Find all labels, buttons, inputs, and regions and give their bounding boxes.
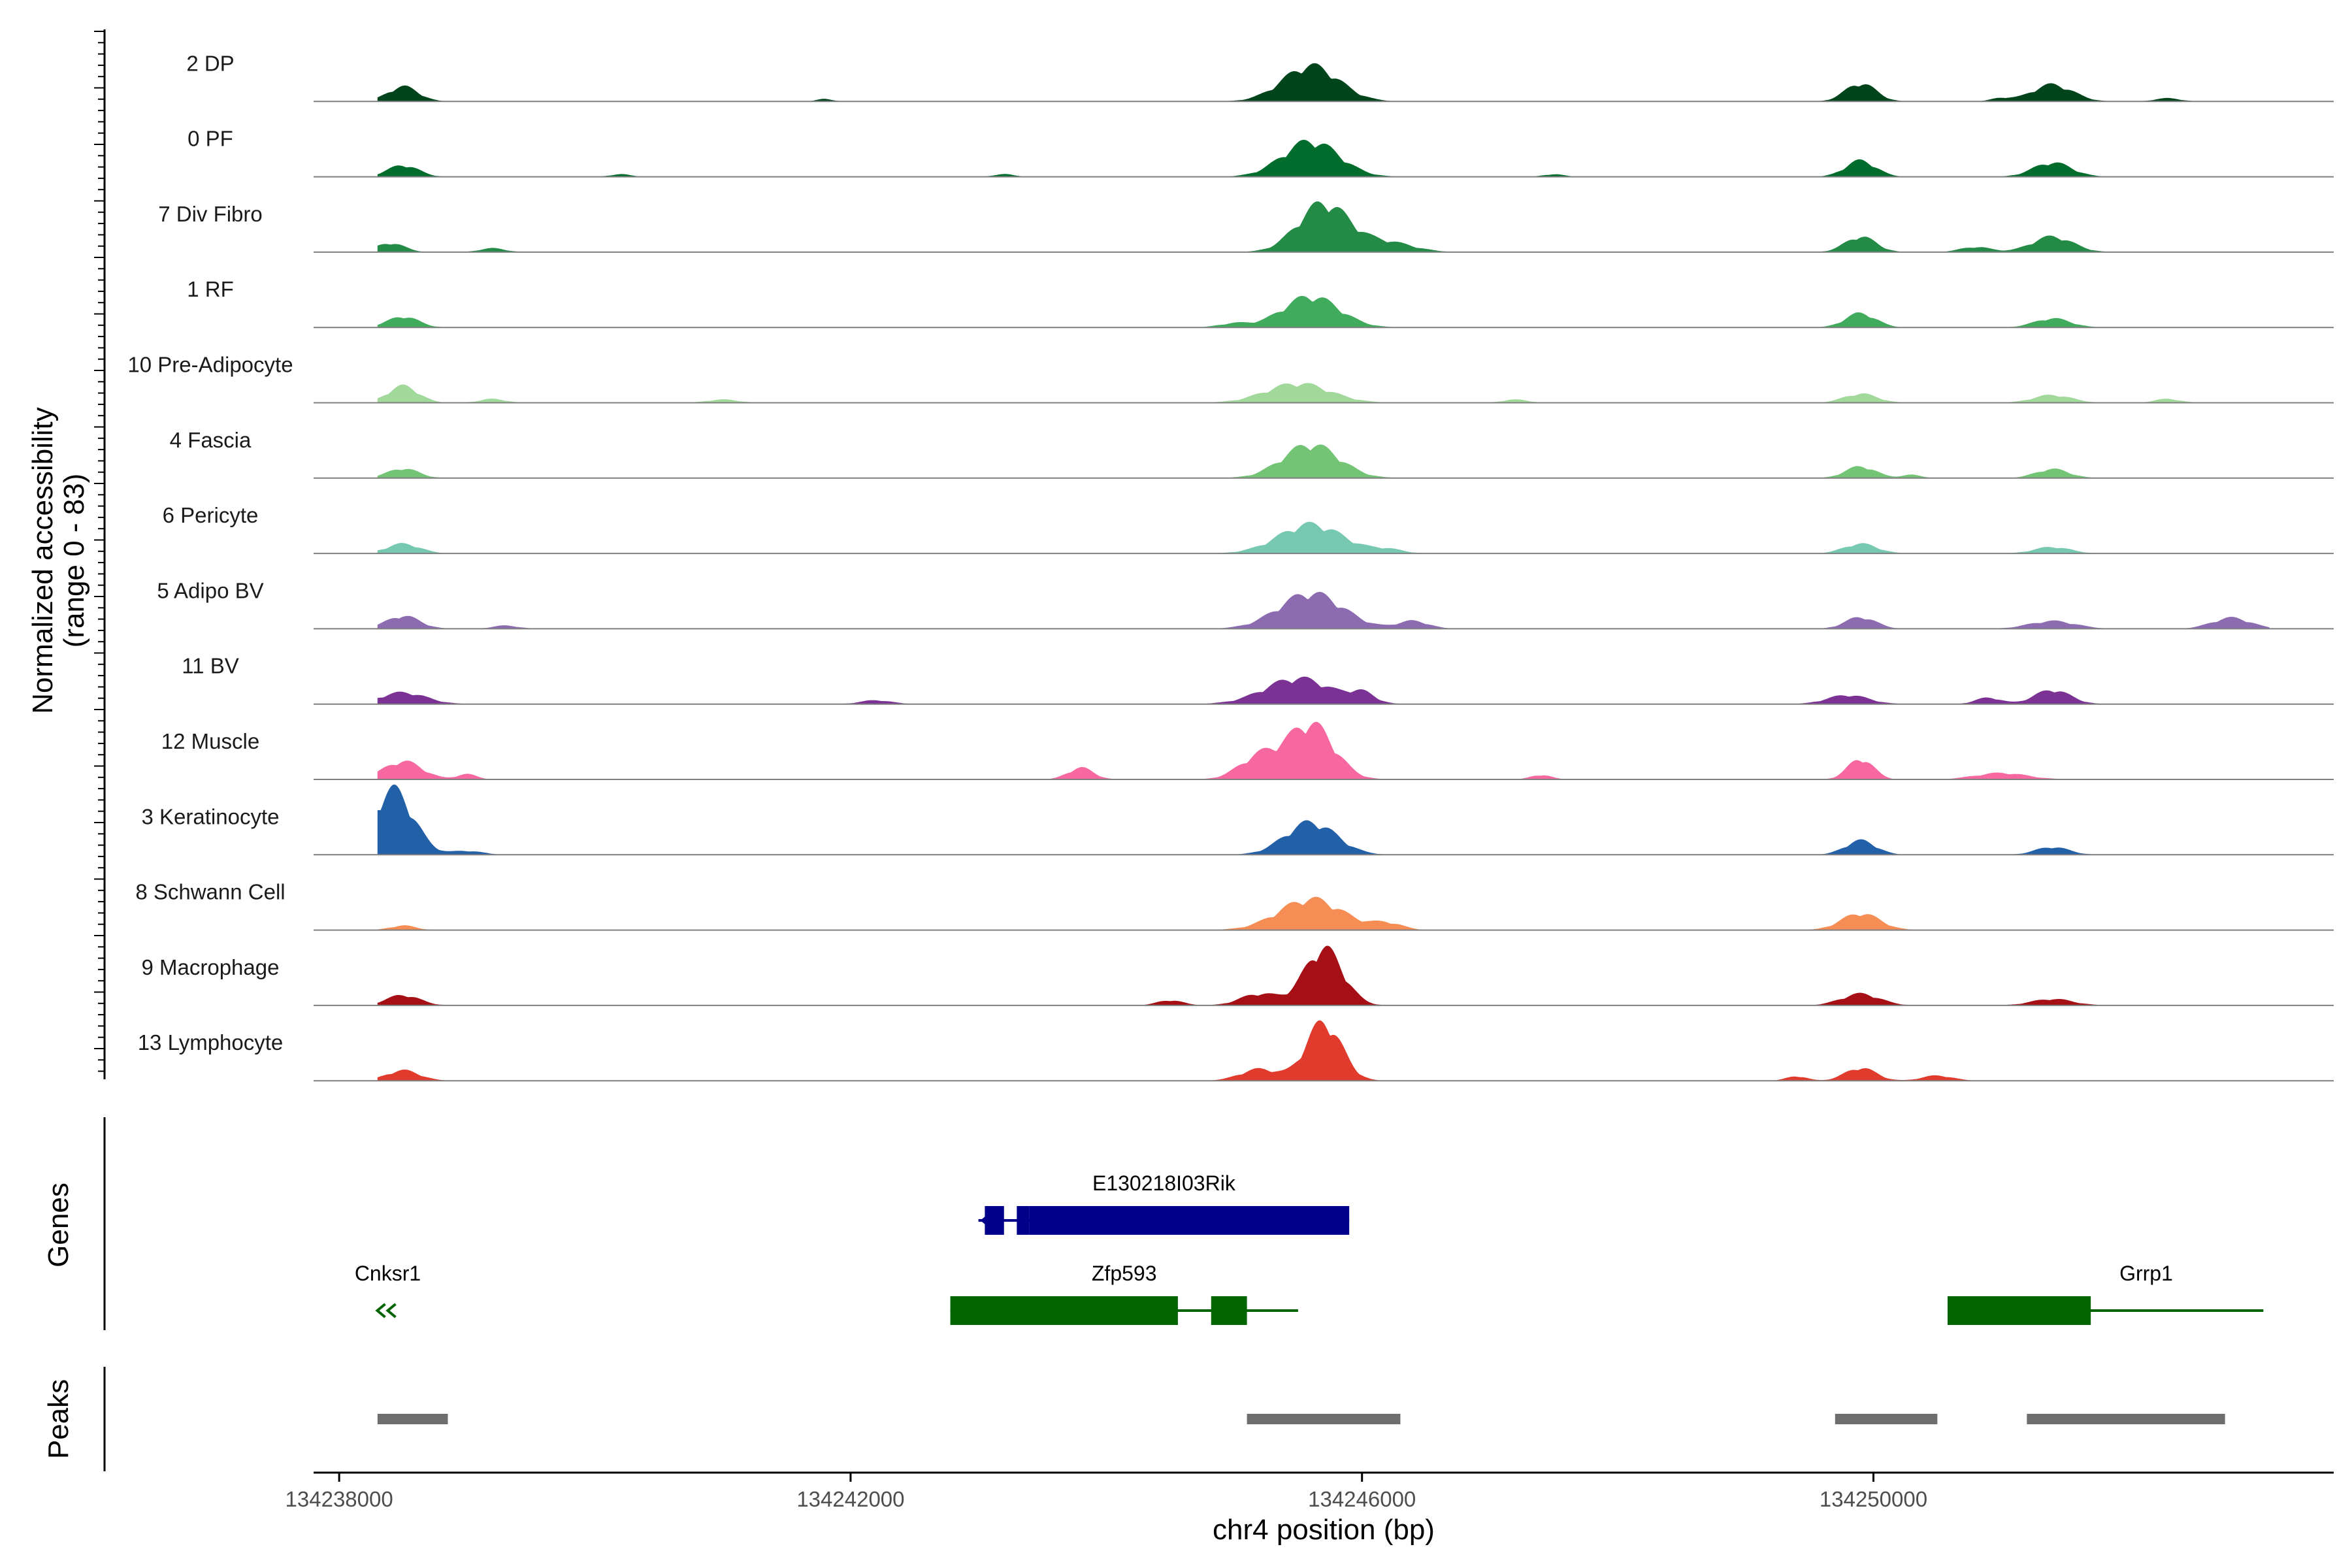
gene-exon xyxy=(1017,1206,1030,1235)
x-axis-ticks: 134238000 134242000 134246000 134250000 xyxy=(286,1473,1927,1511)
track-label: 5 Adipo BV xyxy=(157,578,263,602)
x-tick-label: 134246000 xyxy=(1308,1487,1416,1511)
coverage-area xyxy=(377,444,2270,478)
track-2-dp: 2 DP xyxy=(186,51,2334,103)
track-label: 0 PF xyxy=(188,127,233,151)
coverage-area xyxy=(377,140,2270,177)
track-3-keratinocyte: 3 Keratinocyte xyxy=(142,784,2334,856)
coverage-area xyxy=(377,591,2270,629)
track-label: 8 Schwann Cell xyxy=(135,880,285,904)
track-0-pf: 0 PF xyxy=(188,127,2334,178)
y-axis-title: Normalized accessibility xyxy=(27,407,59,713)
track-label: 7 Div Fibro xyxy=(158,202,263,226)
coverage-area xyxy=(377,296,2270,328)
gene-grrp1: Grrp1 xyxy=(1947,1262,2264,1325)
track-11-bv: 11 BV xyxy=(182,654,2334,705)
peak-region xyxy=(1835,1414,1938,1424)
coverage-area xyxy=(377,521,2270,554)
track-4-fascia: 4 Fascia xyxy=(170,428,2334,479)
gene-exon xyxy=(1211,1296,1247,1325)
track-13-lymphocyte: 13 Lymphocyte xyxy=(138,1020,2334,1082)
gene-exon xyxy=(950,1296,1178,1325)
track-label: 9 Macrophage xyxy=(142,955,280,979)
gene-exon xyxy=(1029,1206,1350,1235)
x-tick-label: 134242000 xyxy=(796,1487,904,1511)
coverage-area xyxy=(377,676,2270,704)
coverage-area xyxy=(377,1020,2270,1081)
peak-regions xyxy=(377,1414,2225,1424)
track-8-schwann-cell: 8 Schwann Cell xyxy=(135,880,2334,931)
y-axis-ticks xyxy=(94,31,105,1072)
peak-region xyxy=(1247,1414,1401,1424)
genes-panel-label: Genes xyxy=(42,1183,74,1267)
gene-label: Zfp593 xyxy=(1092,1262,1157,1285)
coverage-tracks: 2 DP 0 PF 7 Div Fibro 1 RF 10 Pre-Adipocyte 4… xyxy=(127,51,2334,1082)
coverage-area xyxy=(377,201,2270,252)
gene-zfp593: Zfp593 xyxy=(950,1262,1298,1325)
gene-label: Grrp1 xyxy=(2119,1262,2173,1285)
peak-region xyxy=(377,1414,448,1424)
gene-e130218i03rik: E130218I03Rik xyxy=(978,1171,1350,1235)
track-label: 13 Lymphocyte xyxy=(138,1030,284,1054)
coverage-area xyxy=(377,784,2270,855)
track-9-macrophage: 9 Macrophage xyxy=(142,945,2334,1006)
track-label: 4 Fascia xyxy=(170,428,252,452)
gene-exon xyxy=(1947,1296,2091,1325)
gene-label: E130218I03Rik xyxy=(1092,1171,1236,1195)
coverage-area xyxy=(377,945,2270,1005)
x-axis-title: chr4 position (bp) xyxy=(1213,1514,1435,1546)
peaks-panel-label: Peaks xyxy=(42,1379,74,1459)
gene-cnksr1: Cnksr1 xyxy=(355,1262,421,1318)
coverage-area xyxy=(377,383,2270,403)
gene-exon xyxy=(985,1206,1004,1235)
peak-region xyxy=(2027,1414,2225,1424)
track-label: 11 BV xyxy=(182,654,238,678)
coverage-area xyxy=(377,63,2270,102)
strand-arrow xyxy=(375,1303,397,1318)
gene-annotations: E130218I03Rik Cnksr1 Zfp593 Grrp1 xyxy=(355,1171,2264,1325)
x-tick-label: 134250000 xyxy=(1820,1487,1927,1511)
track-label: 12 Muscle xyxy=(161,729,259,753)
coverage-area xyxy=(377,721,2270,779)
track-7-div-fibro: 7 Div Fibro xyxy=(158,201,2334,253)
track-label: 2 DP xyxy=(186,51,234,75)
track-label: 3 Keratinocyte xyxy=(142,804,280,828)
strand-arrow xyxy=(980,1213,991,1228)
track-label: 1 RF xyxy=(187,277,234,301)
track-label: 6 Pericyte xyxy=(163,503,259,527)
x-tick-label: 134238000 xyxy=(286,1487,393,1511)
track-6-pericyte: 6 Pericyte xyxy=(163,503,2334,555)
gene-label: Cnksr1 xyxy=(355,1262,421,1285)
coverage-area xyxy=(377,896,2270,930)
track-5-adipo-bv: 5 Adipo BV xyxy=(157,578,2334,630)
track-10-pre-adipocyte: 10 Pre-Adipocyte xyxy=(127,353,2334,404)
track-label: 10 Pre-Adipocyte xyxy=(127,353,293,377)
track-1-rf: 1 RF xyxy=(187,277,2334,329)
y-axis-subtitle: (range 0 - 83) xyxy=(58,474,90,648)
track-12-muscle: 12 Muscle xyxy=(161,721,2334,780)
